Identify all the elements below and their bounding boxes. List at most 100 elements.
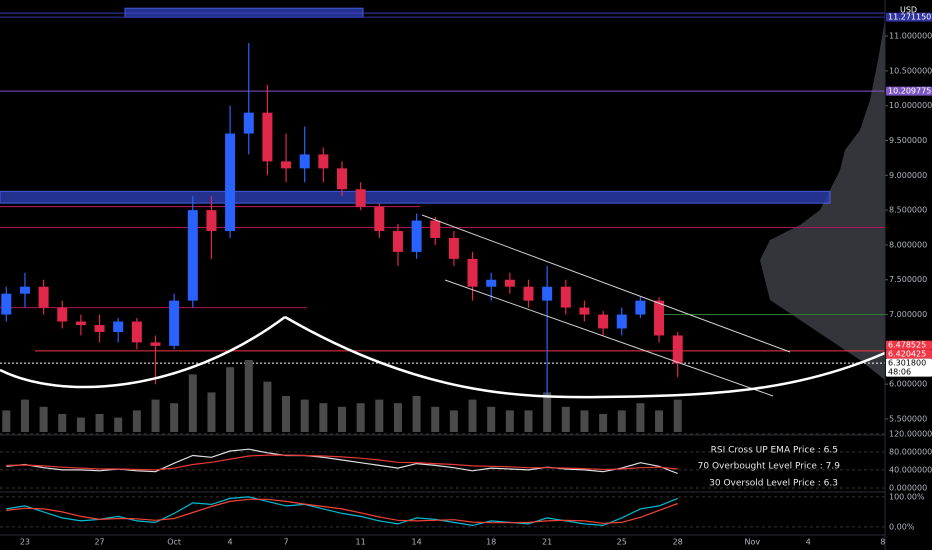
volume-bar <box>412 396 421 432</box>
rsi-note: RSI Cross UP EMA Price : 6.5 <box>711 446 838 456</box>
y-tick-label: 8.000000 <box>889 240 927 249</box>
x-tick-label: 18 <box>486 538 496 547</box>
volume-bar <box>617 410 626 432</box>
candle-body <box>672 335 683 364</box>
volume-bar <box>114 417 123 432</box>
price-marker <box>886 12 932 22</box>
y-tick-label: 7.500000 <box>889 275 927 284</box>
volume-bar <box>188 374 197 432</box>
rsi-note: 70 Overbought Level Price : 7.9 <box>698 462 841 472</box>
volume-bar <box>319 403 328 432</box>
candle-body <box>542 286 553 301</box>
candle-body <box>337 168 347 190</box>
y-tick-label: 8.500000 <box>889 206 927 215</box>
pane-tick-label: 0.000000 <box>889 483 927 492</box>
volume-bar <box>487 406 496 432</box>
volume-bar <box>170 403 179 432</box>
price-marker <box>886 358 932 377</box>
x-tick-label: 27 <box>94 538 104 547</box>
y-tick-label: 9.000000 <box>889 171 927 180</box>
rsi-note: 30 Oversold Level Price : 6.3 <box>709 479 838 489</box>
volume-bar <box>561 406 570 432</box>
x-tick-label: Oct <box>167 538 181 547</box>
volume-bar <box>20 399 29 432</box>
currency: USD <box>900 6 917 15</box>
x-tick-label: 25 <box>617 538 627 547</box>
x-tick-label: 4 <box>228 538 233 547</box>
y-tick-label: 10.000000 <box>889 101 932 110</box>
volume-bar <box>505 410 514 432</box>
price-marker-label: 6.301800 <box>888 359 926 368</box>
volume-bar <box>524 410 533 432</box>
volume-bar <box>543 392 552 432</box>
pane-tick-label: 40.000000 <box>889 465 932 474</box>
cup-right <box>284 315 886 399</box>
price-marker-label: 6.478525 <box>888 341 926 350</box>
candle-body <box>318 154 329 169</box>
volume-bar <box>226 367 235 432</box>
candle-body <box>579 307 590 315</box>
y-tick-label: 5.500000 <box>889 414 927 423</box>
y-tick-label: 7.000000 <box>889 310 927 319</box>
candle-body <box>75 321 86 325</box>
volume-bar <box>375 399 384 432</box>
candle-body <box>169 300 180 346</box>
candle-body <box>355 189 366 207</box>
candle-body <box>131 321 142 343</box>
volume-bar <box>599 414 608 432</box>
candle-body <box>504 279 515 287</box>
y-tick-label: 6.000000 <box>889 380 927 389</box>
price-marker <box>886 349 932 359</box>
candle-body <box>598 314 609 329</box>
volume-bar <box>580 410 589 432</box>
channel-upper <box>421 214 791 353</box>
candle-body <box>392 231 403 252</box>
zone <box>0 190 831 204</box>
volume-profile <box>760 20 885 380</box>
price-marker <box>886 86 932 96</box>
countdown: 48:06 <box>888 368 911 377</box>
volume-bar <box>151 399 160 432</box>
x-tick-label: 4 <box>806 538 811 547</box>
volume-bar <box>58 414 67 432</box>
candle-body <box>187 210 198 301</box>
candle-body <box>262 112 273 162</box>
candle-body <box>150 342 161 346</box>
channel-lower <box>444 279 774 397</box>
y-tick-label: 10.500000 <box>889 66 932 75</box>
pane-tick-label: 80.000000 <box>889 447 932 456</box>
price-marker <box>886 340 932 350</box>
candle-body <box>654 300 665 336</box>
volume-bar <box>95 414 104 432</box>
volume-bar <box>39 406 48 432</box>
x-tick-label: 21 <box>542 538 552 547</box>
candle-body <box>299 154 310 169</box>
candle-body <box>523 286 534 301</box>
volume-bar <box>431 406 440 432</box>
candle-body <box>374 206 385 232</box>
x-tick-label: 23 <box>20 538 30 547</box>
price-marker-label: 6.420425 <box>888 350 926 359</box>
candle-body <box>225 133 236 232</box>
price-marker-label: 11.271150 <box>888 13 931 22</box>
candle-body <box>486 279 497 287</box>
volume-bar <box>244 360 253 432</box>
x-tick-label: 14 <box>412 538 422 547</box>
volume-bar <box>132 410 141 432</box>
candle-body <box>38 286 49 308</box>
volume-bar <box>393 403 402 432</box>
pane-tick-label: 0.00% <box>889 522 915 531</box>
candle-body <box>616 314 627 329</box>
volume-bar <box>356 403 365 432</box>
pane-tick-label: 120.000000 <box>889 429 932 438</box>
x-tick-label: 8 <box>880 538 885 547</box>
candle-body <box>281 161 292 169</box>
candle-body <box>448 237 459 259</box>
volume-bar <box>300 399 309 432</box>
x-tick-label: 7 <box>284 538 289 547</box>
indicator-line <box>6 498 678 524</box>
candle-body <box>243 112 254 134</box>
volume-bar <box>449 410 458 432</box>
volume-bar <box>338 406 346 432</box>
